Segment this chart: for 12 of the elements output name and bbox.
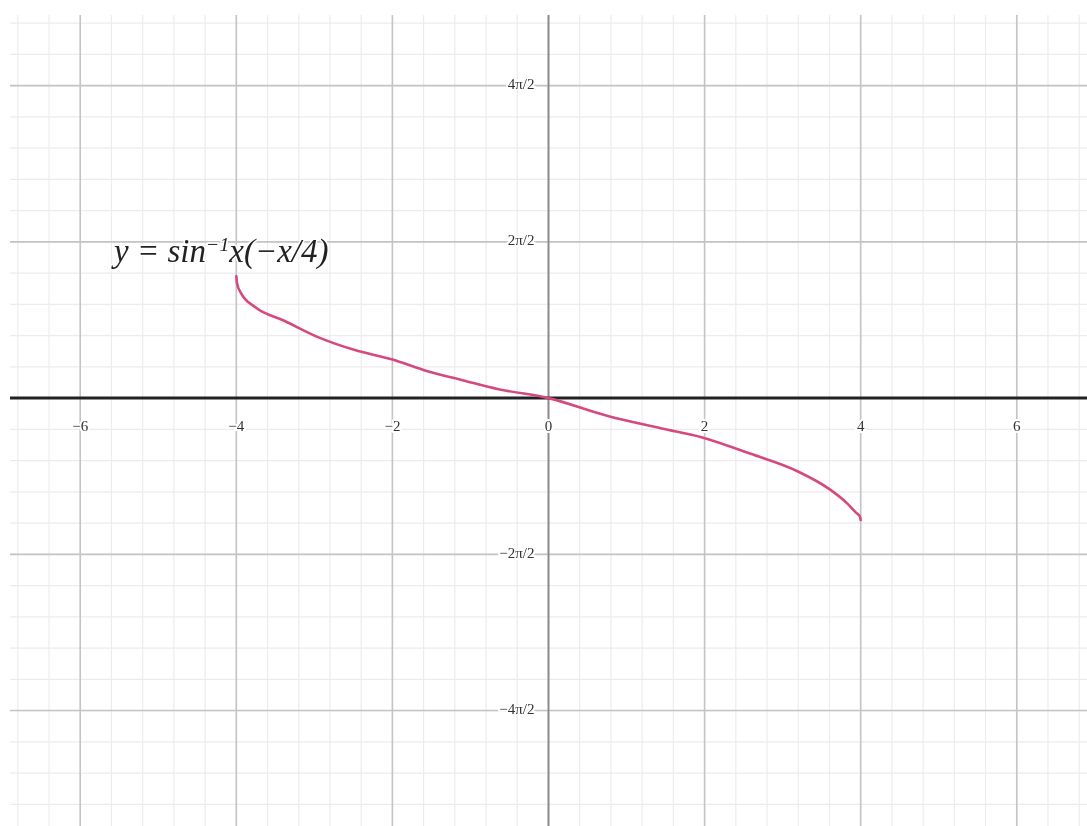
y-tick-label: 4π/2: [507, 76, 535, 93]
x-tick-label: 4: [856, 418, 865, 435]
x-tick-label: −4: [228, 418, 245, 435]
y-tick-label: −4π/2: [499, 701, 535, 718]
y-tick-label: −2π/2: [499, 544, 535, 561]
x-tick-label: −6: [72, 418, 89, 435]
x-tick-label: 2: [700, 418, 709, 435]
x-tick-label: −2: [384, 418, 401, 435]
y-tick-label: 2π/2: [507, 232, 535, 249]
series-label: y = sin$^{−1}$x(−x/4): [111, 233, 329, 271]
x-tick-label: 0: [544, 418, 553, 435]
x-tick-label: 6: [1013, 418, 1022, 435]
